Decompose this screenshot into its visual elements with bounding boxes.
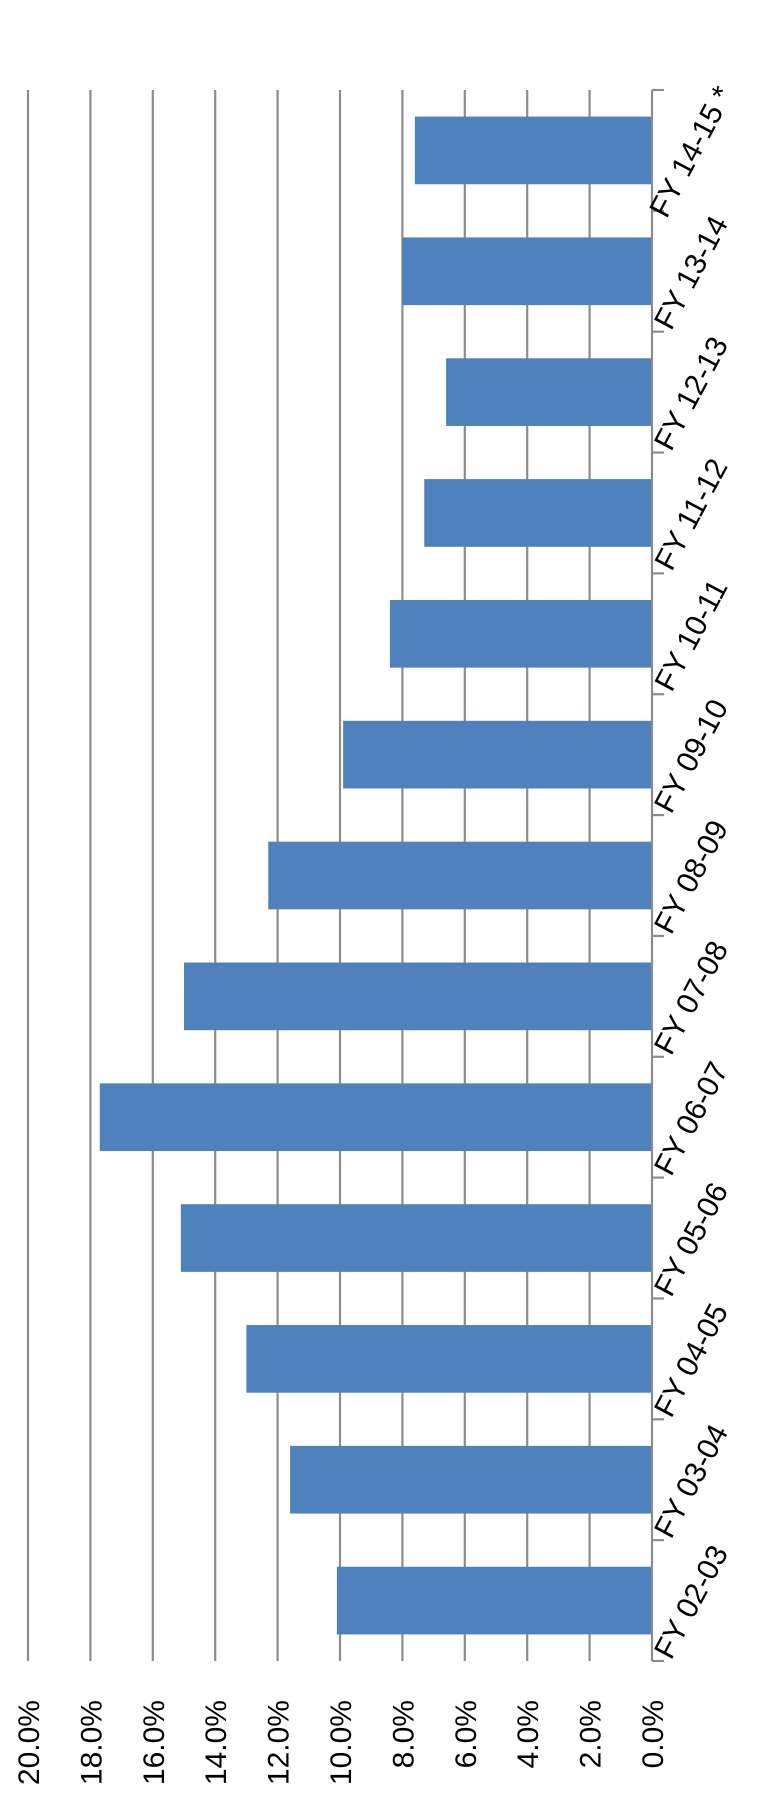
- value-tick-label: 0.0%: [637, 1700, 670, 1768]
- value-tick-label: 14.0%: [200, 1700, 233, 1785]
- category-label: FY 10-11: [649, 574, 735, 696]
- value-tick-label: 4.0%: [512, 1700, 545, 1768]
- bar: [184, 962, 652, 1031]
- category-label: FY 14-15 *: [644, 81, 740, 223]
- value-tick-label: 2.0%: [575, 1700, 608, 1768]
- category-label: FY 04-05: [648, 1298, 735, 1422]
- category-label: FY 05-06: [648, 1178, 735, 1302]
- category-label: FY 02-03: [648, 1540, 735, 1664]
- value-tick-label: 10.0%: [325, 1700, 358, 1785]
- bar: [424, 479, 652, 547]
- category-label: FY 06-07: [648, 1057, 735, 1181]
- bar: [389, 599, 652, 668]
- value-axis-labels: 0.0% 2.0% 4.0% 6.0% 8.0% 10.0% 12.0% 14.0% 16.0%…: [13, 1700, 670, 1785]
- category-label: FY 07-08: [648, 936, 735, 1060]
- bar: [246, 1325, 652, 1393]
- bar: [414, 116, 652, 185]
- category-label: FY 09-10: [648, 694, 735, 818]
- value-tick-label: 18.0%: [75, 1700, 108, 1785]
- bar: [446, 358, 652, 426]
- value-tick-label: 6.0%: [450, 1700, 483, 1768]
- bar: [99, 1083, 652, 1152]
- category-label: FY 11-12: [649, 453, 735, 575]
- value-tick-label: 20.0%: [13, 1700, 46, 1785]
- bar: [180, 1204, 652, 1272]
- category-label: FY 12-13: [648, 332, 735, 456]
- category-axis: [650, 88, 664, 1663]
- bar: [268, 841, 652, 910]
- value-tick-label: 12.0%: [263, 1700, 296, 1785]
- category-label: FY 08-09: [648, 815, 735, 939]
- bar: [290, 1445, 652, 1514]
- bar: [336, 1566, 652, 1635]
- value-tick-label: 16.0%: [138, 1700, 171, 1785]
- value-tick-label: 8.0%: [387, 1700, 420, 1768]
- category-label: FY 13-14: [648, 211, 735, 335]
- bars: [99, 116, 652, 1635]
- category-label: FY 03-04: [648, 1419, 735, 1543]
- bar: [402, 237, 652, 306]
- bar: [343, 720, 652, 789]
